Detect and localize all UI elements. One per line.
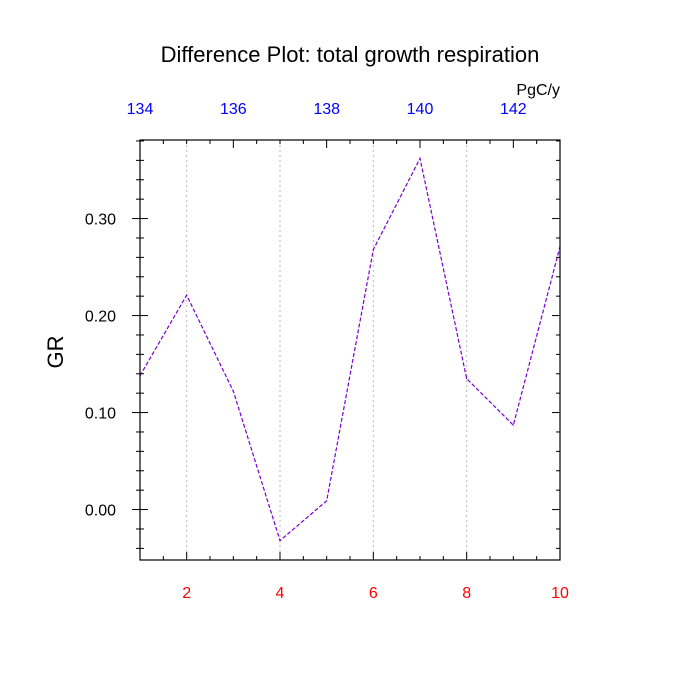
bottom-tick-label: 10: [551, 585, 569, 602]
y-tick-label: 0.10: [85, 406, 116, 423]
data-point: [466, 378, 468, 380]
data-point: [232, 390, 234, 392]
data-point: [512, 424, 514, 426]
data-point: [279, 540, 281, 542]
y-tick-label: 0.30: [85, 212, 116, 229]
series-layer: [139, 156, 561, 542]
bottom-tick-label: 8: [462, 585, 471, 602]
data-point: [372, 249, 374, 251]
y-tick-label: 0.00: [85, 503, 116, 520]
y-tick-label: 0.20: [85, 309, 116, 326]
top-tick-label: 142: [500, 101, 527, 118]
data-point: [419, 157, 421, 160]
grid: [186, 140, 468, 560]
chart-title: Difference Plot: total growth respiratio…: [161, 42, 540, 67]
data-point: [186, 294, 188, 296]
top-axis-units: PgC/y: [516, 82, 560, 99]
top-tick-label: 136: [220, 101, 247, 118]
axis-ticks: [132, 140, 561, 560]
bottom-tick-label: 4: [276, 585, 285, 602]
bottom-tick-label: 2: [182, 585, 191, 602]
data-point: [326, 500, 328, 502]
top-tick-label: 138: [313, 101, 340, 118]
bottom-tick-label: 6: [369, 585, 378, 602]
top-tick-label: 140: [407, 101, 434, 118]
series-line: [139, 156, 561, 542]
top-tick-label: 134: [127, 101, 154, 118]
y-axis-label: GR: [43, 336, 68, 369]
plot-frame: [139, 139, 561, 561]
tick-labels: 2 4 6 8 10 134 136 138 140 142 0.00 0.10 0.20 0.30: [85, 101, 569, 602]
